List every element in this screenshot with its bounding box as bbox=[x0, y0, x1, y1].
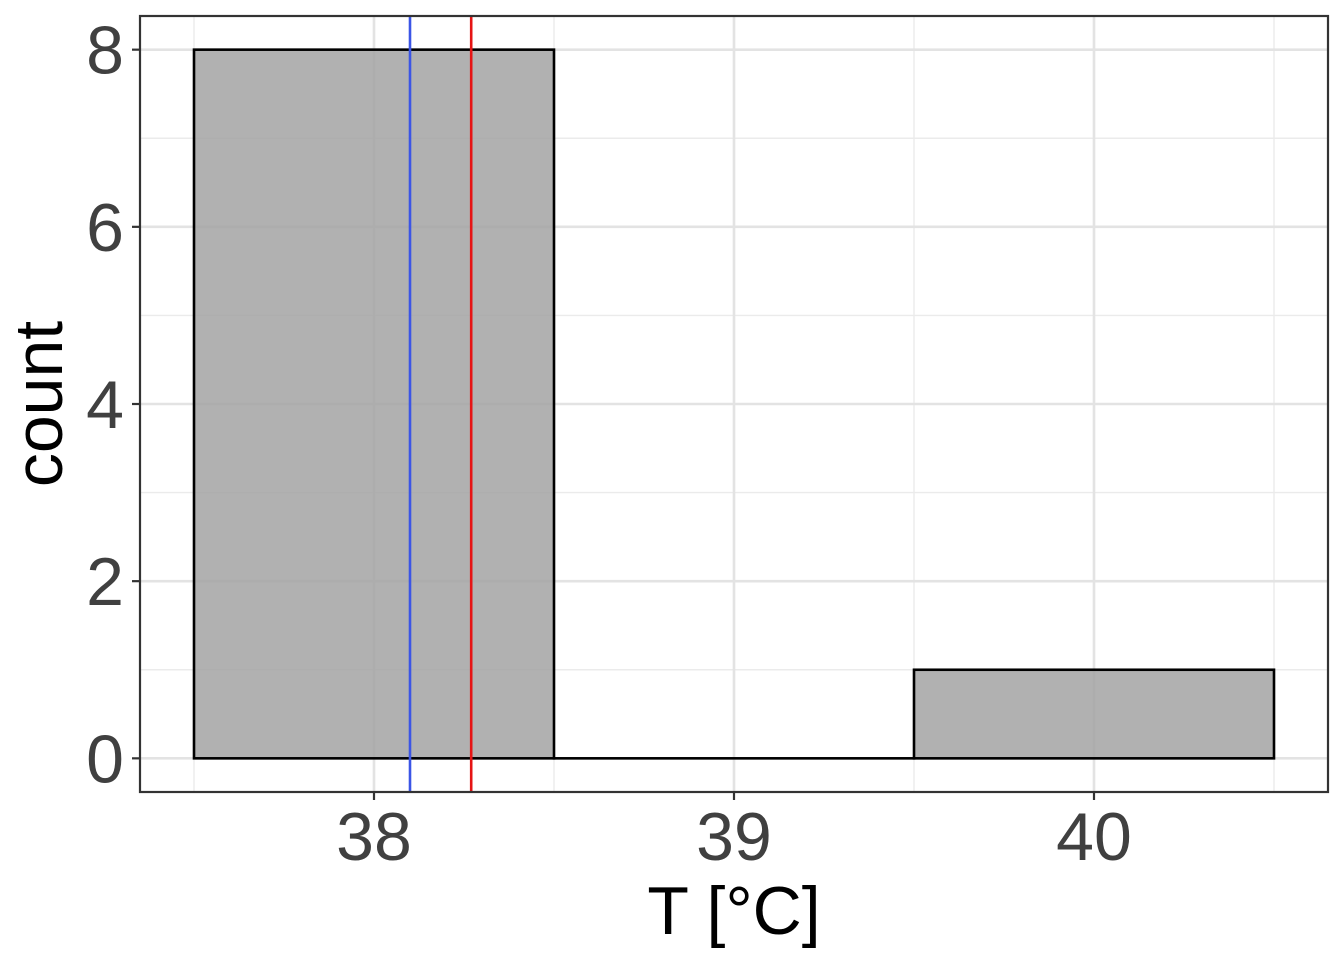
y-tick-label: 6 bbox=[86, 190, 124, 266]
x-tick-labels: 38 39 40 bbox=[336, 799, 1132, 875]
axis-ticks bbox=[132, 48, 1096, 800]
histogram-bar bbox=[912, 668, 1276, 760]
y-tick-label: 2 bbox=[86, 544, 124, 620]
y-tick-label: 4 bbox=[86, 367, 124, 443]
x-axis-title: T [°C] bbox=[647, 873, 820, 949]
y-axis-title: count bbox=[1, 321, 77, 487]
y-tick-label: 0 bbox=[86, 721, 124, 797]
histogram-bar bbox=[192, 48, 556, 760]
x-tick-label: 38 bbox=[336, 799, 412, 875]
y-tick-labels: 0 2 4 6 8 bbox=[86, 13, 124, 798]
x-tick-label: 39 bbox=[696, 799, 772, 875]
x-tick-label: 40 bbox=[1056, 799, 1132, 875]
histogram-bars bbox=[192, 48, 1276, 760]
y-tick-label: 8 bbox=[86, 13, 124, 89]
reference-lines bbox=[408, 16, 473, 792]
